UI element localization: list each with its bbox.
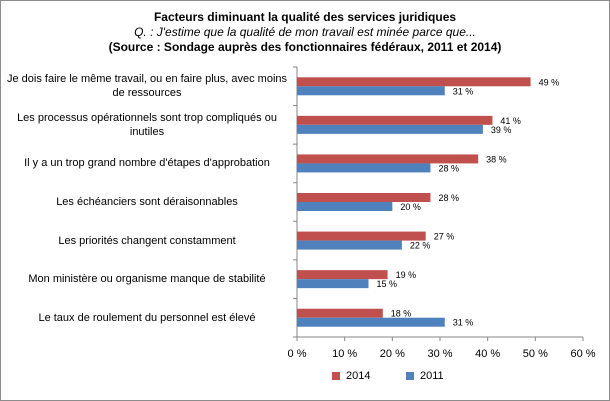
category-label: Je dois faire le même travail, ou en fai… bbox=[6, 73, 288, 100]
data-label-2014: 41 % bbox=[500, 116, 521, 126]
data-label-2011: 28 % bbox=[438, 163, 459, 173]
chart-title-block: Facteurs diminuant la qualité des servic… bbox=[1, 10, 609, 55]
data-label-2014: 38 % bbox=[486, 154, 507, 164]
category-label: Il y a un trop grand nombre d'étapes d'a… bbox=[24, 157, 270, 170]
x-tick-label: 10 % bbox=[332, 348, 357, 360]
legend-item-2014: 2014 bbox=[332, 370, 370, 382]
legend-item-2011: 2011 bbox=[406, 370, 444, 382]
category-label: Les priorités changent constamment bbox=[58, 234, 236, 247]
category-label: Les échéanciers sont déraisonnables bbox=[56, 196, 238, 208]
data-label-2014: 18 % bbox=[391, 309, 412, 319]
legend-label-2014: 2014 bbox=[346, 370, 371, 382]
data-label-2011: 31 % bbox=[453, 86, 474, 96]
category-label: Le taux de roulement du personnel est él… bbox=[38, 311, 256, 324]
x-tick-label: 40 % bbox=[475, 348, 500, 360]
x-tick-label: 50 % bbox=[523, 348, 548, 360]
bar-2014 bbox=[297, 270, 388, 280]
category-label: Les processus opérationnels sont trop co… bbox=[17, 111, 277, 138]
bar-2011 bbox=[297, 202, 393, 211]
bar-2011 bbox=[297, 240, 402, 250]
legend-swatch-2014 bbox=[332, 372, 340, 380]
bar-2014 bbox=[297, 193, 431, 202]
bar-2014 bbox=[297, 77, 531, 87]
bar-2014 bbox=[297, 115, 493, 125]
bar-2014 bbox=[297, 154, 479, 164]
chart-source: (Source : Sondage auprès des fonctionnai… bbox=[108, 40, 502, 54]
data-label-2011: 15 % bbox=[377, 279, 398, 289]
bar-2011 bbox=[297, 317, 445, 327]
x-tick-label: 0 % bbox=[288, 348, 307, 360]
x-tick-label: 20 % bbox=[380, 348, 405, 360]
bar-2014 bbox=[297, 308, 383, 318]
bar-2011 bbox=[297, 124, 483, 134]
data-label-2011: 31 % bbox=[453, 318, 474, 328]
chart-title: Facteurs diminuant la qualité des servic… bbox=[153, 10, 457, 24]
data-label-2014: 28 % bbox=[438, 193, 459, 203]
data-label-2014: 27 % bbox=[434, 232, 455, 242]
bar-2014 bbox=[297, 231, 426, 241]
category-label: Mon ministère ou organisme manque de sta… bbox=[28, 273, 266, 286]
bar-2011 bbox=[297, 279, 369, 289]
data-label-2011: 20 % bbox=[400, 202, 421, 212]
bar-2011 bbox=[297, 86, 445, 96]
legend-label-2011: 2011 bbox=[420, 370, 444, 382]
data-label-2011: 39 % bbox=[491, 125, 512, 135]
x-tick-label: 60 % bbox=[570, 348, 595, 360]
legend-swatch-2011 bbox=[406, 372, 414, 380]
data-label-2011: 22 % bbox=[410, 241, 431, 251]
data-label-2014: 19 % bbox=[396, 270, 417, 280]
bar-2011 bbox=[297, 163, 431, 173]
legend: 2014 2011 bbox=[1, 370, 609, 386]
x-tick-label: 30 % bbox=[427, 348, 452, 360]
data-label-2014: 49 % bbox=[539, 77, 560, 87]
chart-subtitle: Q. : J'estime que la qualité de mon trav… bbox=[134, 25, 476, 39]
